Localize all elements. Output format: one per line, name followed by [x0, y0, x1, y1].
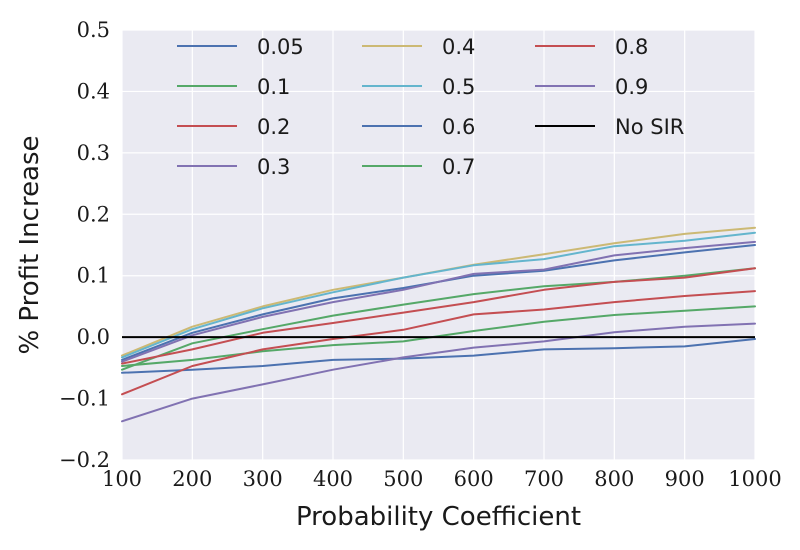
legend-label: 0.9: [615, 75, 648, 99]
series-line-0.5: [121, 231, 756, 359]
y-tick-label: 0.2: [77, 202, 110, 226]
y-tick-label: 0.4: [77, 79, 110, 103]
series-line-0.3: [121, 322, 756, 423]
legend-label: 0.6: [442, 115, 475, 139]
legend-label: 0.7: [442, 155, 475, 179]
x-tick-labels: 100 200 300 400 500 600 700 800 900 1000: [102, 467, 782, 491]
x-tick-label: 600: [454, 467, 494, 491]
x-tick-label: 1000: [728, 467, 781, 491]
series-group: [121, 226, 756, 423]
x-tick-label: 500: [383, 467, 423, 491]
y-tick-label: 0.1: [77, 264, 110, 288]
x-tick-label: 400: [313, 467, 353, 491]
legend-label: 0.5: [442, 75, 475, 99]
legend-label: 0.1: [257, 75, 290, 99]
x-axis-label: Probability Coefficient: [296, 502, 581, 532]
legend-label: 0.2: [257, 115, 290, 139]
legend-label: 0.3: [257, 155, 290, 179]
series-line-0.9: [121, 240, 756, 363]
legend-label: 0.05: [257, 35, 304, 59]
series-line-0.2: [121, 290, 756, 396]
x-tick-label: 700: [524, 467, 564, 491]
x-tick-label: 300: [243, 467, 283, 491]
legend-label: No SIR: [615, 115, 684, 139]
legend-label: 0.4: [442, 35, 475, 59]
x-tick-label: 100: [102, 467, 142, 491]
y-tick-label: 0.3: [77, 141, 110, 165]
x-tick-label: 800: [594, 467, 634, 491]
plot-background: [122, 30, 755, 460]
legend: 0.05 0.1 0.2 0.3 0.4 0.5 0.6 0.7 0.8 0.9 No SIR: [177, 35, 684, 179]
y-tick-label: 0.0: [77, 325, 110, 349]
x-tick-label: 900: [665, 467, 705, 491]
y-tick-label: −0.2: [59, 448, 110, 472]
y-tick-labels: −0.2 −0.1 0.0 0.1 0.2 0.3 0.4 0.5: [59, 18, 110, 472]
legend-label: 0.8: [615, 35, 648, 59]
y-tick-label: −0.1: [59, 387, 110, 411]
y-axis-label: % Profit Increase: [15, 135, 45, 354]
series-line-0.8: [121, 267, 756, 365]
series-line-0.05: [121, 338, 756, 374]
y-tick-label: 0.5: [77, 18, 110, 42]
x-tick-label: 200: [172, 467, 212, 491]
